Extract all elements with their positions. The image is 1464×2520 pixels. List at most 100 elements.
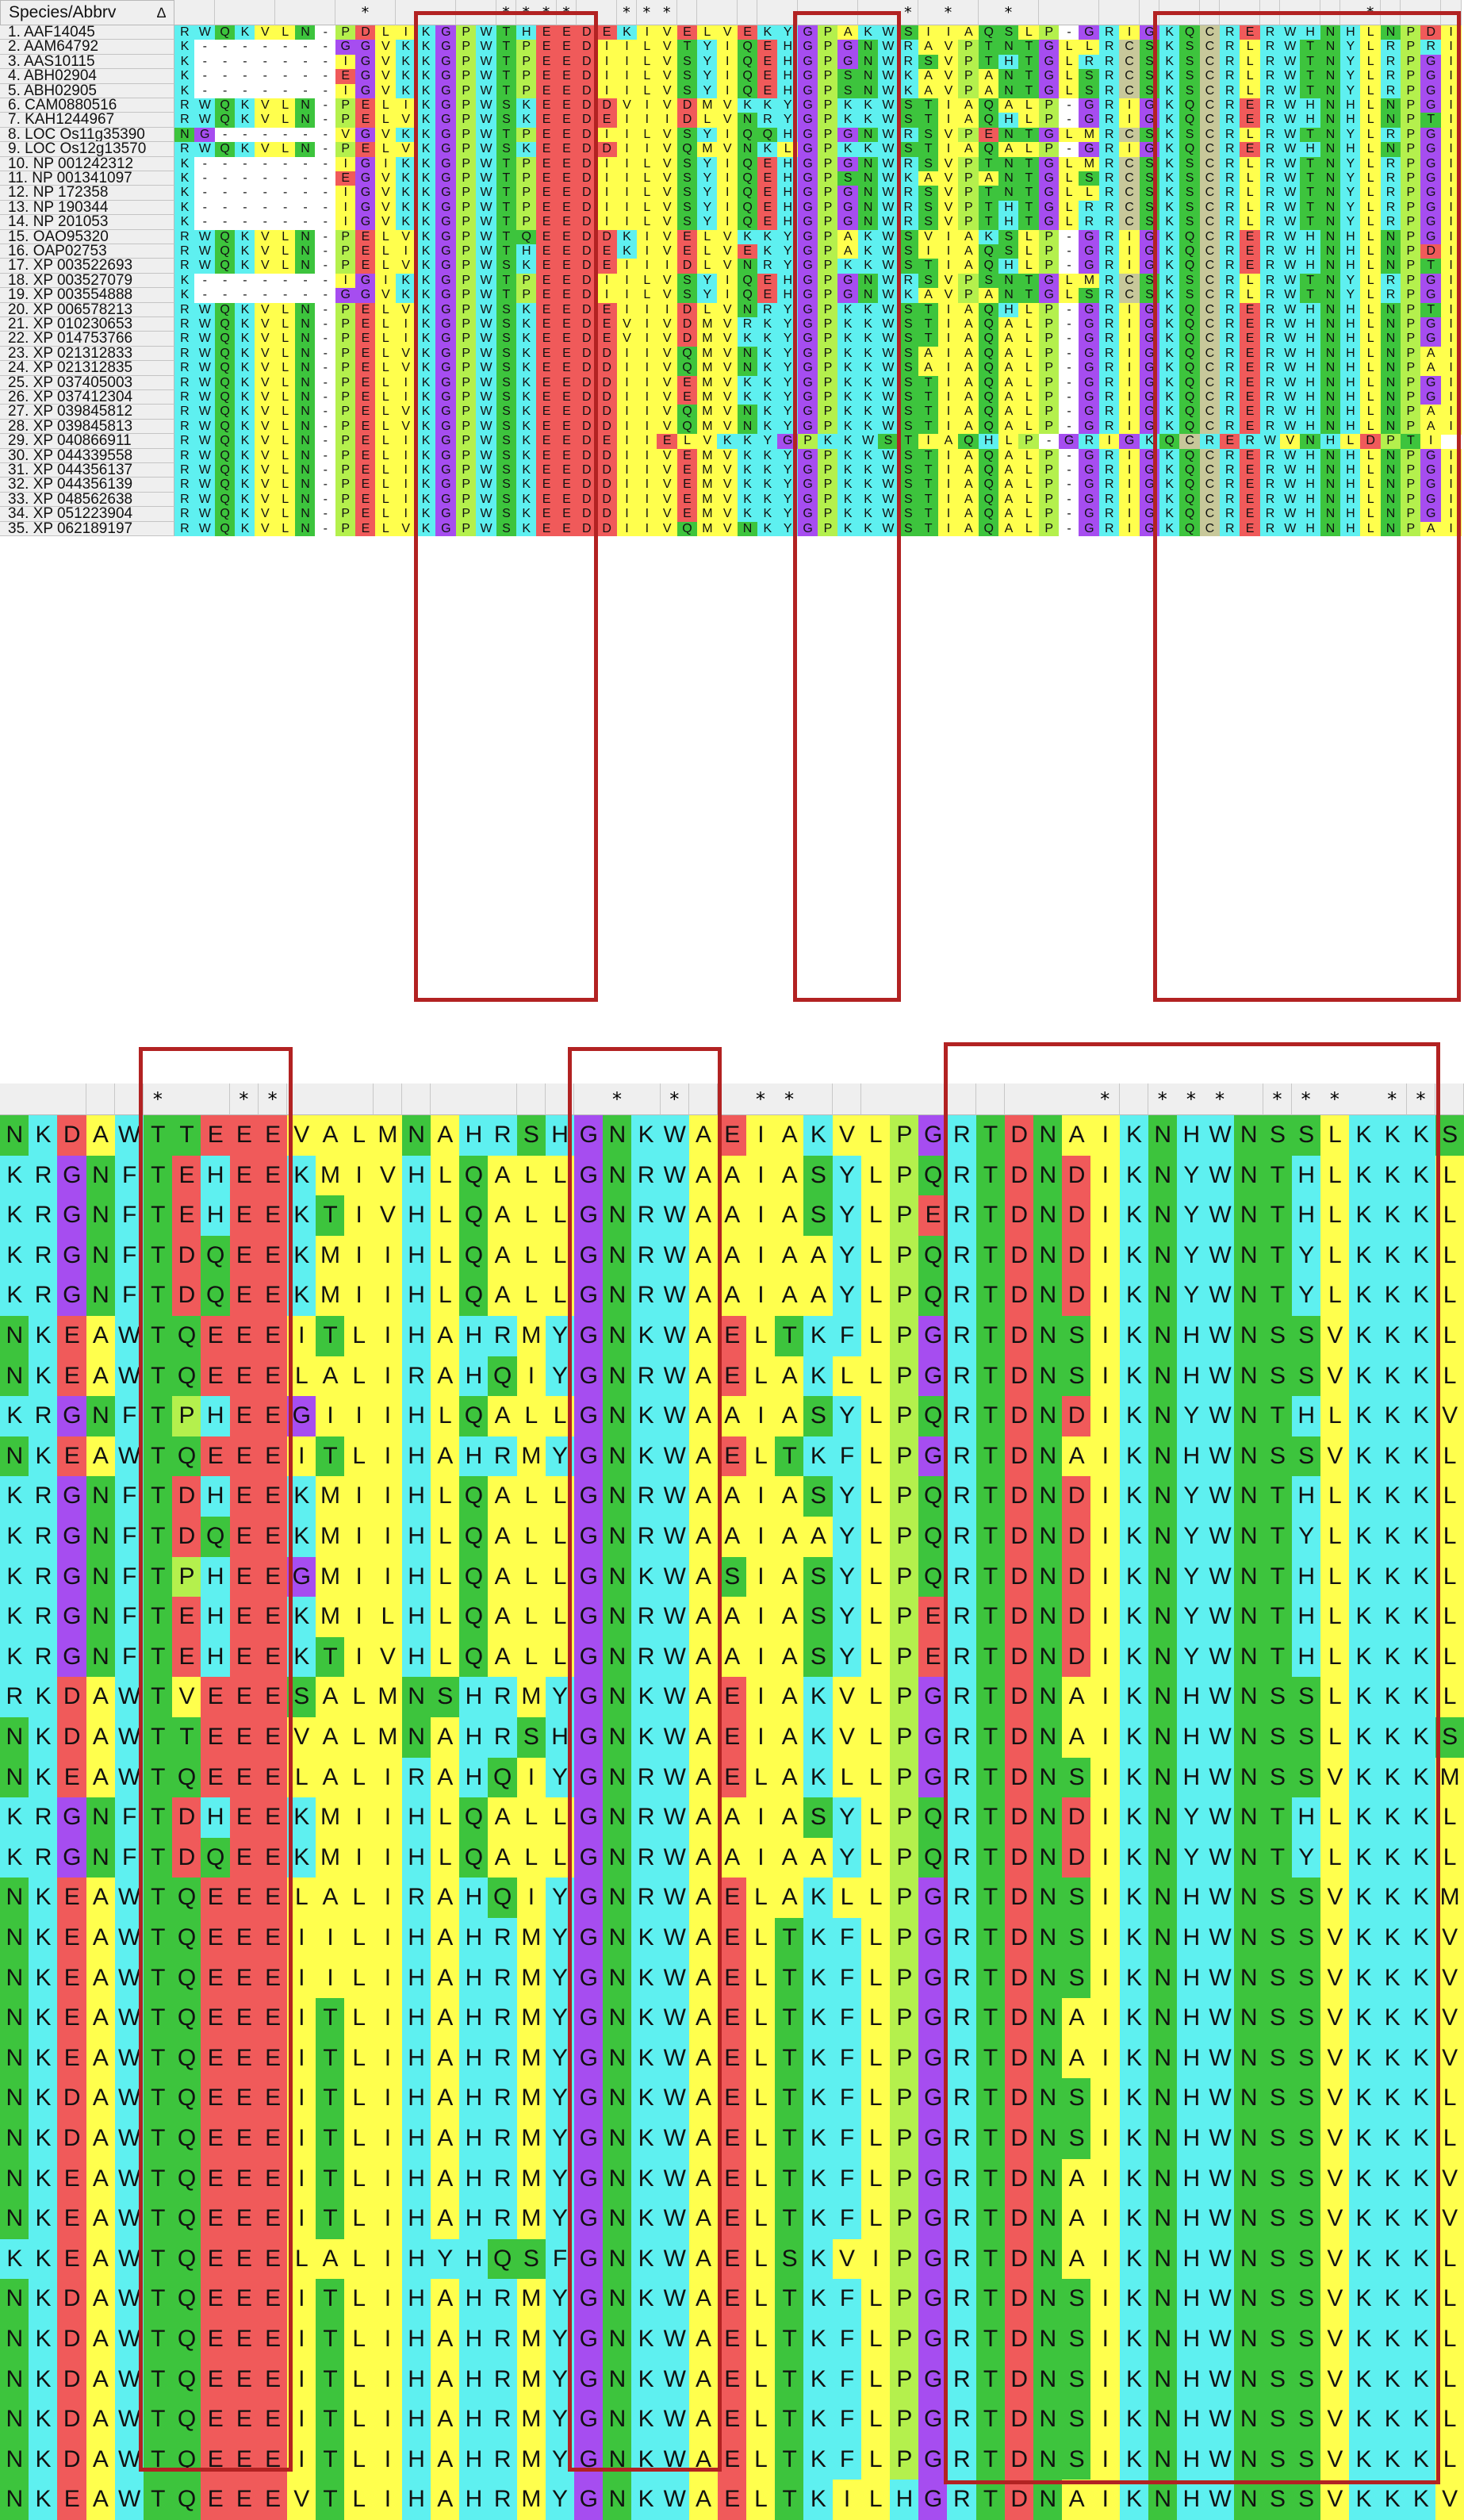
species-name[interactable]: 19. XP 003554888 xyxy=(0,288,174,303)
residue-cell: D xyxy=(172,1517,201,1558)
residue-cell: K xyxy=(1349,2119,1378,2160)
residue-cell: L xyxy=(1240,186,1261,201)
residue-cell: G xyxy=(1079,463,1100,478)
species-name[interactable]: 30. XP 044339558 xyxy=(0,448,174,463)
residue-cell: L xyxy=(860,1757,891,1798)
residue-cell: E xyxy=(536,492,558,508)
species-name[interactable]: 10. NP 001242312 xyxy=(0,156,174,171)
species-name[interactable]: 2. AAM64792 xyxy=(0,40,174,55)
residue-cell: G xyxy=(355,273,376,289)
residue-cell: K xyxy=(1119,1517,1149,1558)
residue-cell: Q xyxy=(459,1837,489,1878)
residue-cell: K xyxy=(416,259,436,274)
residue-cell: A xyxy=(688,1757,719,1798)
residue-cell: Y xyxy=(757,434,778,450)
residue-cell: L xyxy=(636,215,657,231)
residue-cell: E xyxy=(201,2480,231,2520)
residue-cell: R xyxy=(1098,507,1120,523)
residue-cell: T xyxy=(143,1636,173,1678)
residue-cell: A xyxy=(1420,419,1442,435)
species-name[interactable]: 21. XP 010230653 xyxy=(0,317,174,332)
residue-cell: I xyxy=(596,273,618,289)
residue-cell: R xyxy=(1380,54,1401,70)
species-name[interactable]: 13. NP 190344 xyxy=(0,200,174,216)
residue-cell: G xyxy=(573,1436,604,1477)
residue-cell: D xyxy=(1004,1155,1034,1196)
species-name[interactable]: 7. KAH1244967 xyxy=(0,113,174,128)
residue-cell: T xyxy=(775,2199,804,2240)
residue-cell: Q xyxy=(214,434,236,450)
residue-cell: D xyxy=(1004,2359,1034,2400)
residue-cell: C xyxy=(1199,507,1221,523)
residue-cell: N xyxy=(1033,1115,1063,1156)
species-name[interactable]: 11. NP 001341097 xyxy=(0,171,174,186)
residue-cell: R xyxy=(174,302,195,318)
species-name[interactable]: 27. XP 039845812 xyxy=(0,405,174,420)
residue-cell: R xyxy=(947,2199,977,2240)
species-name[interactable]: 29. XP 040866911 xyxy=(0,434,174,449)
species-name[interactable]: 6. CAM0880516 xyxy=(0,98,174,113)
residue-cell: L xyxy=(375,361,397,377)
species-name[interactable]: 16. OAP02753 xyxy=(0,244,174,259)
residue-cell: G xyxy=(573,2158,604,2200)
residue-cell: H xyxy=(1300,244,1321,259)
species-name[interactable]: 5. ABH02905 xyxy=(0,83,174,98)
species-name[interactable]: 23. XP 021312833 xyxy=(0,346,174,362)
residue-cell: K xyxy=(857,346,879,362)
residue-cell: E xyxy=(536,390,558,405)
species-name[interactable]: 28. XP 039845813 xyxy=(0,419,174,435)
species-name[interactable]: 24. XP 021312835 xyxy=(0,361,174,376)
residue-cell: K xyxy=(1159,478,1180,493)
species-name[interactable]: 25. XP 037405003 xyxy=(0,375,174,390)
residue-cell: V xyxy=(255,229,276,245)
residue-cell: M xyxy=(696,448,718,464)
residue-cell: - xyxy=(315,113,336,128)
residue-cell: A xyxy=(958,405,979,420)
species-name[interactable]: 35. XP 062189197 xyxy=(0,521,174,536)
species-name[interactable]: 14. NP 201053 xyxy=(0,215,174,230)
residue-cell: P xyxy=(890,2078,919,2119)
residue-cell: T xyxy=(143,2199,173,2240)
species-name[interactable]: 3. AAS10115 xyxy=(0,54,174,70)
species-name[interactable]: 8. LOC Os11g35390 xyxy=(0,127,174,143)
species-name[interactable]: 31. XP 044356137 xyxy=(0,463,174,478)
species-name[interactable]: 18. XP 003527079 xyxy=(0,273,174,289)
residue-cell: C xyxy=(1199,448,1221,464)
residue-cell: N xyxy=(1234,2119,1264,2160)
residue-cell: R xyxy=(488,2119,518,2160)
residue-cell: G xyxy=(797,317,818,332)
species-name[interactable]: 4. ABH02904 xyxy=(0,69,174,84)
species-name[interactable]: 34. XP 051223904 xyxy=(0,507,174,522)
residue-cell: F xyxy=(832,2199,862,2240)
residue-cell: V xyxy=(696,434,718,450)
residue-cell: N xyxy=(1320,25,1341,40)
residue-cell: W xyxy=(194,302,216,318)
sort-ascending-icon[interactable]: ∆ xyxy=(156,5,166,21)
residue-cell: - xyxy=(315,419,336,435)
species-name[interactable]: 20. XP 006578213 xyxy=(0,302,174,317)
species-name[interactable]: 9. LOC Os12g13570 xyxy=(0,142,174,157)
species-name[interactable]: 33. XP 048562638 xyxy=(0,492,174,508)
species-name[interactable]: 26. XP 037412304 xyxy=(0,390,174,405)
residue-cell: K xyxy=(1378,2158,1408,2200)
residue-cell: - xyxy=(235,215,255,231)
species-name[interactable]: 32. XP 044356139 xyxy=(0,478,174,493)
residue-cell: K xyxy=(1159,390,1180,405)
residue-cell: P xyxy=(1400,259,1421,274)
residue-cell: S xyxy=(1179,273,1201,289)
residue-cell: P xyxy=(1400,40,1421,56)
species-name[interactable]: 12. NP 172358 xyxy=(0,186,174,201)
species-name[interactable]: 17. XP 003522693 xyxy=(0,259,174,274)
residue-cell: H xyxy=(777,40,799,56)
species-name[interactable]: 1. AAF14045 xyxy=(0,25,174,40)
residue-cell: K xyxy=(1159,244,1180,259)
species-name[interactable]: 22. XP 014753766 xyxy=(0,332,174,347)
residue-cell: R xyxy=(1219,200,1240,216)
residue-cell: S xyxy=(1263,2319,1293,2361)
species-header[interactable]: Species/Abbrv ∆ xyxy=(0,0,174,25)
residue-cell: V xyxy=(255,98,276,113)
species-name[interactable]: 15. OAO95320 xyxy=(0,229,174,244)
residue-cell: S xyxy=(803,1396,834,1437)
residue-cell: L xyxy=(1360,419,1382,435)
residue-cell: A xyxy=(958,521,979,537)
